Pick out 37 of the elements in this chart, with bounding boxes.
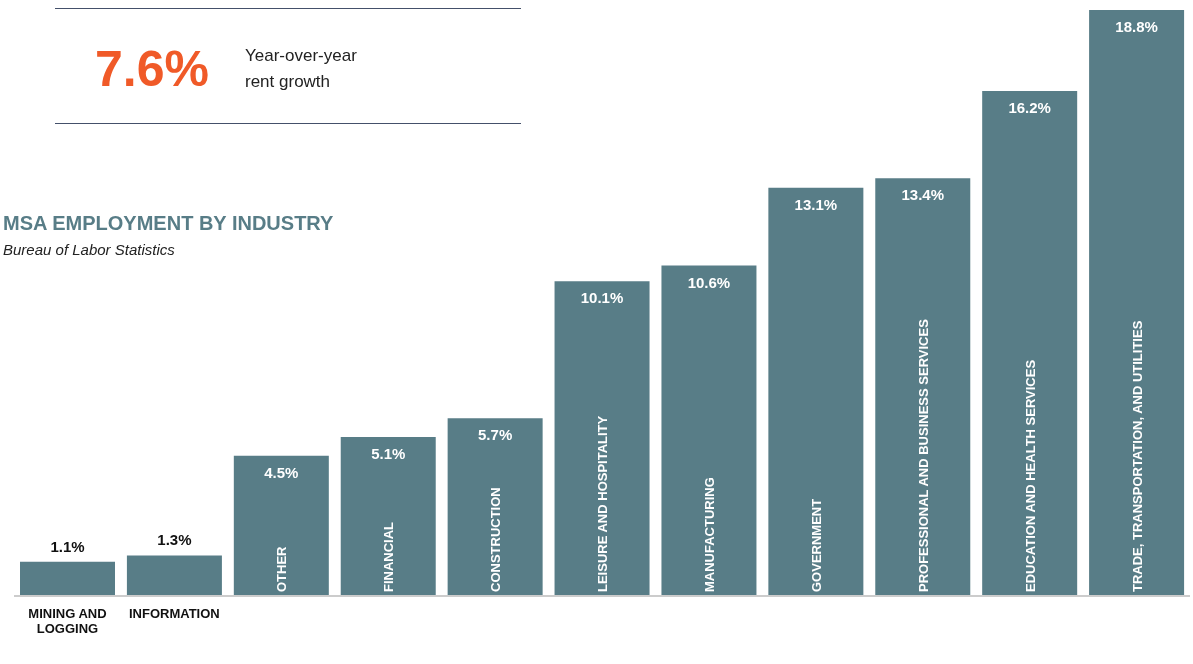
- x-tick-label: FINANCIAL: [381, 521, 397, 592]
- bar: [20, 561, 115, 596]
- bar: [554, 281, 650, 596]
- bar: [875, 178, 971, 596]
- bar: [126, 555, 222, 596]
- x-tick-label: CONSTRUCTION: [488, 487, 504, 592]
- x-tick-label: GOVERNMENT: [808, 498, 824, 592]
- bar: [982, 91, 1078, 596]
- data-label: 10.6%: [687, 273, 731, 291]
- x-tick-label: PROFESSIONAL AND BUSINESS SERVICES: [915, 318, 931, 592]
- x-tick-label: OTHER: [274, 545, 290, 592]
- annotation: 7.6%: [95, 41, 209, 97]
- x-tick-label: MINING AND LOGGING: [28, 606, 107, 636]
- text: MSA EMPLOYMENT BY INDUSTRY: [3, 212, 334, 235]
- x-tick-label: TRADE, TRANSPORTATION, AND UTILITIES: [1129, 320, 1145, 592]
- x-tick-label: MANUFACTURING: [701, 477, 717, 592]
- data-label: 1.1%: [50, 537, 85, 555]
- bar: [768, 187, 864, 596]
- data-label: 13.1%: [794, 195, 838, 213]
- bar: [661, 265, 757, 596]
- text: Bureau of Labor Statistics: [3, 241, 175, 258]
- x-tick-label: INFORMATION: [128, 606, 220, 621]
- data-label: 1.3%: [157, 531, 192, 549]
- data-label: 4.5%: [264, 463, 299, 481]
- bar: [1089, 10, 1185, 596]
- data-label: 5.7%: [478, 426, 513, 444]
- bar: [447, 418, 543, 596]
- data-label: 10.1%: [580, 289, 624, 307]
- data-label: 13.4%: [901, 186, 945, 204]
- bar: [340, 437, 436, 596]
- data-label: 5.1%: [371, 445, 406, 463]
- data-label: 18.8%: [1115, 18, 1158, 35]
- bar: [233, 455, 329, 596]
- annotation: Year-over-year rent growth: [245, 45, 358, 93]
- data-label: 16.2%: [1008, 99, 1051, 117]
- x-tick-label: LEISURE AND HOSPITALITY: [595, 415, 610, 592]
- x-tick-label: EDUCATION AND HEALTH SERVICES: [1022, 359, 1038, 592]
